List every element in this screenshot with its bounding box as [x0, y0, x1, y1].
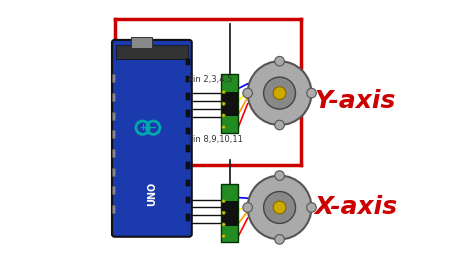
Circle shape	[222, 102, 225, 105]
Bar	[186, 214, 191, 221]
Circle shape	[222, 223, 225, 226]
Circle shape	[222, 200, 225, 203]
Bar	[186, 145, 191, 152]
Bar	[112, 168, 115, 176]
Bar	[186, 59, 191, 65]
Circle shape	[247, 176, 311, 239]
Bar	[221, 184, 238, 242]
Circle shape	[222, 235, 225, 238]
Text: X-axis: X-axis	[314, 196, 397, 219]
Circle shape	[243, 203, 253, 212]
Circle shape	[222, 126, 225, 129]
Circle shape	[275, 120, 284, 130]
Circle shape	[222, 90, 225, 94]
Text: UNO: UNO	[147, 182, 157, 206]
Bar	[131, 37, 152, 48]
Text: Pin 8,9,10,11: Pin 8,9,10,11	[188, 135, 243, 144]
Bar	[186, 110, 191, 117]
Circle shape	[243, 88, 253, 98]
Circle shape	[264, 192, 295, 223]
Circle shape	[275, 171, 284, 180]
Circle shape	[222, 211, 225, 214]
Text: Y-axis: Y-axis	[314, 89, 395, 113]
FancyBboxPatch shape	[112, 40, 192, 237]
Text: +: +	[139, 123, 146, 132]
Circle shape	[275, 56, 284, 66]
Text: Pin 2,3,4,5: Pin 2,3,4,5	[188, 75, 232, 84]
Circle shape	[307, 203, 316, 212]
Bar	[186, 162, 191, 169]
Bar	[112, 130, 115, 138]
Bar	[112, 93, 115, 101]
Circle shape	[307, 88, 316, 98]
Bar	[112, 112, 115, 120]
Circle shape	[273, 201, 286, 214]
Bar	[222, 92, 237, 115]
Bar	[186, 180, 191, 186]
Bar	[112, 186, 115, 194]
Bar	[186, 197, 191, 203]
Circle shape	[222, 114, 225, 117]
Bar	[186, 128, 191, 134]
Circle shape	[275, 235, 284, 244]
Circle shape	[247, 61, 311, 125]
Text: −: −	[149, 123, 157, 133]
Bar	[112, 149, 115, 157]
Circle shape	[273, 87, 286, 99]
Bar	[186, 93, 191, 100]
Bar	[222, 201, 237, 225]
Bar	[116, 45, 188, 59]
Bar	[112, 74, 115, 82]
Bar	[186, 76, 191, 82]
Circle shape	[264, 77, 295, 109]
Bar	[221, 74, 238, 133]
Bar	[112, 205, 115, 213]
